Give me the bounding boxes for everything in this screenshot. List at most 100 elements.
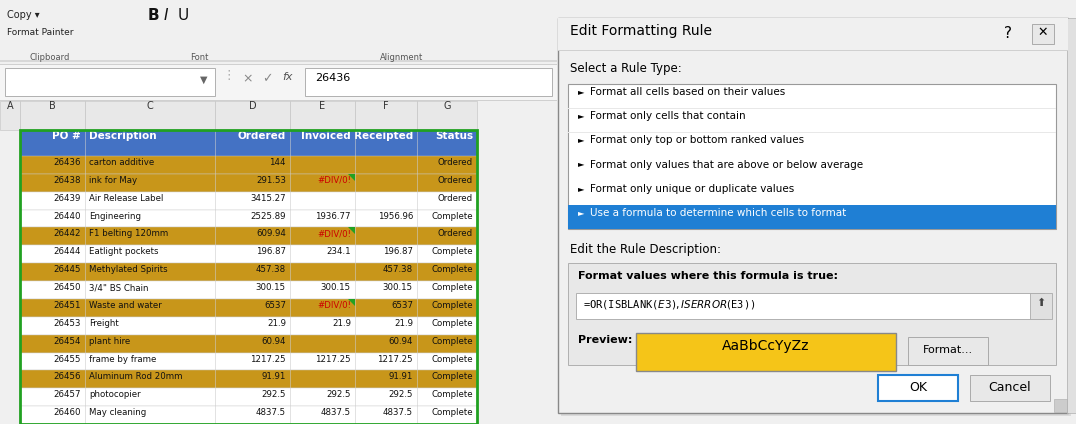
Text: 300.15: 300.15 <box>256 283 286 292</box>
Text: Complete: Complete <box>431 265 473 274</box>
Text: 26453: 26453 <box>54 319 81 328</box>
Bar <box>215 101 291 130</box>
Text: 26456: 26456 <box>54 372 81 382</box>
Bar <box>20 130 477 424</box>
Text: Complete: Complete <box>431 354 473 363</box>
Bar <box>0 60 557 62</box>
Bar <box>20 263 477 281</box>
Text: 26457: 26457 <box>54 390 81 399</box>
Polygon shape <box>348 174 355 181</box>
Text: Edit Formatting Rule: Edit Formatting Rule <box>570 24 712 38</box>
Text: 300.15: 300.15 <box>321 283 351 292</box>
Text: ✕: ✕ <box>1037 26 1048 39</box>
Text: 4837.5: 4837.5 <box>321 408 351 417</box>
Text: Complete: Complete <box>431 408 473 417</box>
Text: Ordered: Ordered <box>438 158 473 167</box>
Text: 1217.25: 1217.25 <box>378 354 413 363</box>
Text: Format...: Format... <box>923 345 973 355</box>
Text: fx: fx <box>282 72 293 82</box>
Text: Description: Description <box>89 131 157 141</box>
Text: Complete: Complete <box>431 247 473 257</box>
Bar <box>20 388 477 406</box>
Text: Cancel: Cancel <box>989 381 1031 394</box>
Text: 26444: 26444 <box>54 247 81 257</box>
Text: 26451: 26451 <box>54 301 81 310</box>
Text: 26450: 26450 <box>54 283 81 292</box>
Text: 4837.5: 4837.5 <box>256 408 286 417</box>
Text: ►: ► <box>578 87 584 96</box>
Text: ►: ► <box>578 208 584 217</box>
Bar <box>417 101 477 130</box>
Text: 144: 144 <box>269 158 286 167</box>
Text: 26454: 26454 <box>54 337 81 346</box>
Bar <box>0 101 557 130</box>
Text: 6537: 6537 <box>391 301 413 310</box>
Text: 21.9: 21.9 <box>267 319 286 328</box>
Text: ×: × <box>242 72 253 85</box>
Text: ?: ? <box>1004 26 1013 41</box>
Bar <box>568 156 1056 157</box>
Bar <box>0 101 20 130</box>
Text: 1217.25: 1217.25 <box>251 354 286 363</box>
Text: AaBbCcYyZz: AaBbCcYyZz <box>722 339 810 353</box>
Bar <box>561 21 1071 416</box>
Text: I: I <box>164 8 169 23</box>
Text: Format all cells based on their values: Format all cells based on their values <box>590 87 785 97</box>
Text: D: D <box>249 101 256 111</box>
Bar <box>0 64 557 65</box>
Text: Aluminum Rod 20mm: Aluminum Rod 20mm <box>89 372 183 382</box>
Polygon shape <box>348 299 355 306</box>
Text: May cleaning: May cleaning <box>89 408 146 417</box>
Bar <box>20 406 477 424</box>
Bar <box>1054 399 1067 412</box>
Text: 91.91: 91.91 <box>388 372 413 382</box>
Text: 457.38: 457.38 <box>383 265 413 274</box>
Text: 26438: 26438 <box>54 176 81 185</box>
Text: 21.9: 21.9 <box>394 319 413 328</box>
Text: carton additive: carton additive <box>89 158 154 167</box>
Text: ✓: ✓ <box>261 72 272 85</box>
Text: G: G <box>443 101 451 111</box>
Text: #DIV/0!: #DIV/0! <box>317 301 351 310</box>
Text: Complete: Complete <box>431 337 473 346</box>
Bar <box>878 375 958 401</box>
Text: F: F <box>383 101 388 111</box>
Text: 3415.27: 3415.27 <box>251 194 286 203</box>
Text: Preview:: Preview: <box>578 335 633 345</box>
Bar <box>85 101 215 130</box>
Text: #DIV/0!: #DIV/0! <box>317 229 351 238</box>
Text: Ordered: Ordered <box>438 229 473 238</box>
Text: Ordered: Ordered <box>438 194 473 203</box>
Text: Complete: Complete <box>431 301 473 310</box>
Bar <box>0 65 557 100</box>
Text: ►: ► <box>578 135 584 144</box>
Text: 26439: 26439 <box>54 194 81 203</box>
Text: plant hire: plant hire <box>89 337 130 346</box>
Text: 3/4" BS Chain: 3/4" BS Chain <box>89 283 148 292</box>
Bar <box>0 0 557 130</box>
Text: F1 belting 120mm: F1 belting 120mm <box>89 229 168 238</box>
Bar <box>558 18 1068 50</box>
Text: C: C <box>146 101 154 111</box>
Bar <box>1030 293 1052 319</box>
Bar <box>20 281 477 299</box>
Text: Complete: Complete <box>431 283 473 292</box>
Text: Format Painter: Format Painter <box>8 28 73 37</box>
Text: 26455: 26455 <box>54 354 81 363</box>
Text: 4837.5: 4837.5 <box>383 408 413 417</box>
Text: Freight: Freight <box>89 319 118 328</box>
Text: 21.9: 21.9 <box>332 319 351 328</box>
Text: 26460: 26460 <box>54 408 81 417</box>
Bar <box>20 130 477 156</box>
Text: Invoiced: Invoiced <box>301 131 351 141</box>
Text: 300.15: 300.15 <box>383 283 413 292</box>
Bar <box>558 18 1068 413</box>
Text: 196.87: 196.87 <box>256 247 286 257</box>
Text: 1936.77: 1936.77 <box>315 212 351 220</box>
Polygon shape <box>348 227 355 234</box>
Text: Ordered: Ordered <box>238 131 286 141</box>
Bar <box>0 130 20 424</box>
Bar <box>291 101 355 130</box>
Text: ⋮: ⋮ <box>222 69 235 82</box>
Bar <box>969 375 1050 401</box>
